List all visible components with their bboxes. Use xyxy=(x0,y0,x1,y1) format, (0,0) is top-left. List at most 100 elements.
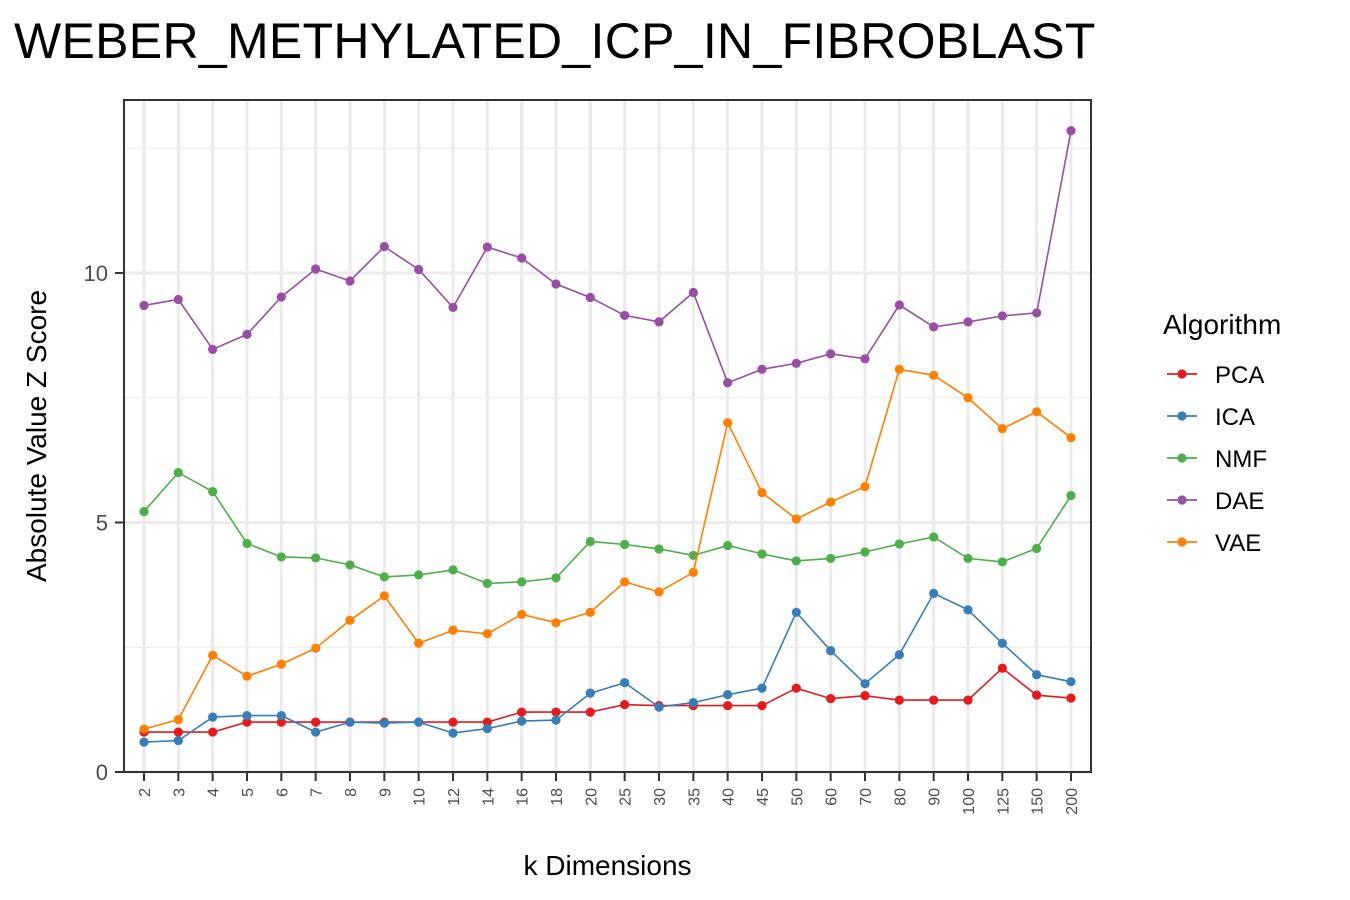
x-tick-label: 60 xyxy=(824,788,841,806)
series-line-dae xyxy=(143,130,1072,384)
data-point-pca xyxy=(826,694,836,704)
data-point-ica xyxy=(757,683,767,693)
data-point-nmf xyxy=(173,468,183,478)
data-point-pca xyxy=(723,701,733,711)
data-point-vae xyxy=(242,671,252,681)
data-point-nmf xyxy=(723,540,733,551)
data-point-nmf xyxy=(654,544,664,554)
data-point-nmf xyxy=(1032,543,1042,554)
data-point-ica xyxy=(929,588,939,598)
data-point-dae xyxy=(791,358,801,368)
data-point-vae xyxy=(379,591,389,601)
data-point-nmf xyxy=(929,532,939,542)
series-line-vae xyxy=(143,368,1072,730)
data-point-vae xyxy=(276,659,286,669)
legend-label-nmf: NMF xyxy=(1215,446,1267,473)
data-point-nmf xyxy=(482,578,492,588)
data-point-vae xyxy=(894,364,904,374)
x-tick-label: 3 xyxy=(171,788,188,797)
x-tick-label: 16 xyxy=(515,788,532,806)
data-point-pca xyxy=(585,707,595,717)
data-point-nmf xyxy=(345,560,355,570)
legend-label-vae: VAE xyxy=(1215,530,1261,557)
data-point-vae xyxy=(139,724,149,734)
data-point-dae xyxy=(379,241,389,252)
data-point-dae xyxy=(620,310,630,321)
data-point-pca xyxy=(860,691,870,701)
data-point-ica xyxy=(1066,677,1076,687)
y-tick-label: 10 xyxy=(84,261,108,286)
data-point-ica xyxy=(791,607,801,617)
chart-title: WEBER_METHYLATED_ICP_IN_FIBROBLAST xyxy=(14,13,1096,69)
data-point-nmf xyxy=(757,549,767,559)
data-point-vae xyxy=(1066,433,1076,443)
x-tick-label: 14 xyxy=(480,788,497,806)
data-point-ica xyxy=(894,650,904,660)
data-point-pca xyxy=(482,717,492,727)
legend-key-point xyxy=(1177,495,1187,505)
data-point-nmf xyxy=(448,565,458,575)
data-point-dae xyxy=(414,264,424,275)
data-point-dae xyxy=(276,292,286,302)
data-point-dae xyxy=(173,294,183,305)
data-point-vae xyxy=(585,607,595,617)
data-point-dae xyxy=(482,242,492,252)
data-point-ica xyxy=(311,727,321,737)
data-point-dae xyxy=(1032,308,1042,318)
data-point-dae xyxy=(894,300,904,310)
data-point-dae xyxy=(997,311,1007,321)
x-tick-label: 40 xyxy=(721,788,738,806)
legend-key-point xyxy=(1177,537,1187,547)
x-tick-label: 100 xyxy=(961,788,978,815)
data-point-pca xyxy=(963,695,973,705)
x-tick-label: 18 xyxy=(549,788,566,806)
data-point-nmf xyxy=(414,570,424,580)
data-point-nmf xyxy=(585,536,595,547)
data-point-nmf xyxy=(997,557,1007,567)
data-point-pca xyxy=(448,717,458,727)
data-point-ica xyxy=(826,646,836,656)
x-tick-label: 90 xyxy=(927,788,944,806)
x-tick-label: 70 xyxy=(858,788,875,806)
data-point-vae xyxy=(791,514,801,524)
data-point-vae xyxy=(963,393,973,403)
x-tick-label: 2 xyxy=(137,788,154,797)
data-point-pca xyxy=(173,727,183,737)
data-point-dae xyxy=(826,349,836,359)
data-point-ica xyxy=(997,638,1007,648)
data-point-nmf xyxy=(620,539,630,550)
plot-panel xyxy=(124,100,1091,772)
data-point-ica xyxy=(551,715,561,725)
data-point-vae xyxy=(517,609,527,619)
y-tick-label: 0 xyxy=(96,760,108,785)
x-tick-label: 25 xyxy=(618,788,635,806)
data-point-dae xyxy=(208,344,218,354)
data-point-vae xyxy=(826,497,836,507)
data-point-dae xyxy=(963,317,973,327)
legend-key-point xyxy=(1177,411,1187,421)
data-point-dae xyxy=(654,317,664,327)
data-point-pca xyxy=(1032,690,1042,700)
x-tick-label: 20 xyxy=(583,788,600,806)
data-point-ica xyxy=(585,688,595,698)
data-point-dae xyxy=(860,354,870,364)
data-point-vae xyxy=(448,625,458,635)
data-point-nmf xyxy=(826,553,836,564)
data-point-vae xyxy=(311,643,321,653)
data-point-pca xyxy=(517,707,527,717)
data-point-ica xyxy=(482,723,492,734)
data-point-dae xyxy=(345,276,355,286)
data-point-ica xyxy=(345,717,355,727)
data-point-vae xyxy=(551,618,561,628)
data-point-vae xyxy=(997,424,1007,434)
data-point-nmf xyxy=(242,538,252,549)
legend-label-ica: ICA xyxy=(1215,404,1255,431)
data-point-pca xyxy=(276,717,286,727)
data-point-vae xyxy=(929,370,939,380)
y-axis-title: Absolute Value Z Score xyxy=(21,290,52,582)
data-point-nmf xyxy=(276,552,286,562)
data-point-ica xyxy=(379,718,389,728)
data-point-dae xyxy=(757,364,767,374)
legend-key-point xyxy=(1177,369,1187,379)
data-point-nmf xyxy=(1066,490,1076,501)
